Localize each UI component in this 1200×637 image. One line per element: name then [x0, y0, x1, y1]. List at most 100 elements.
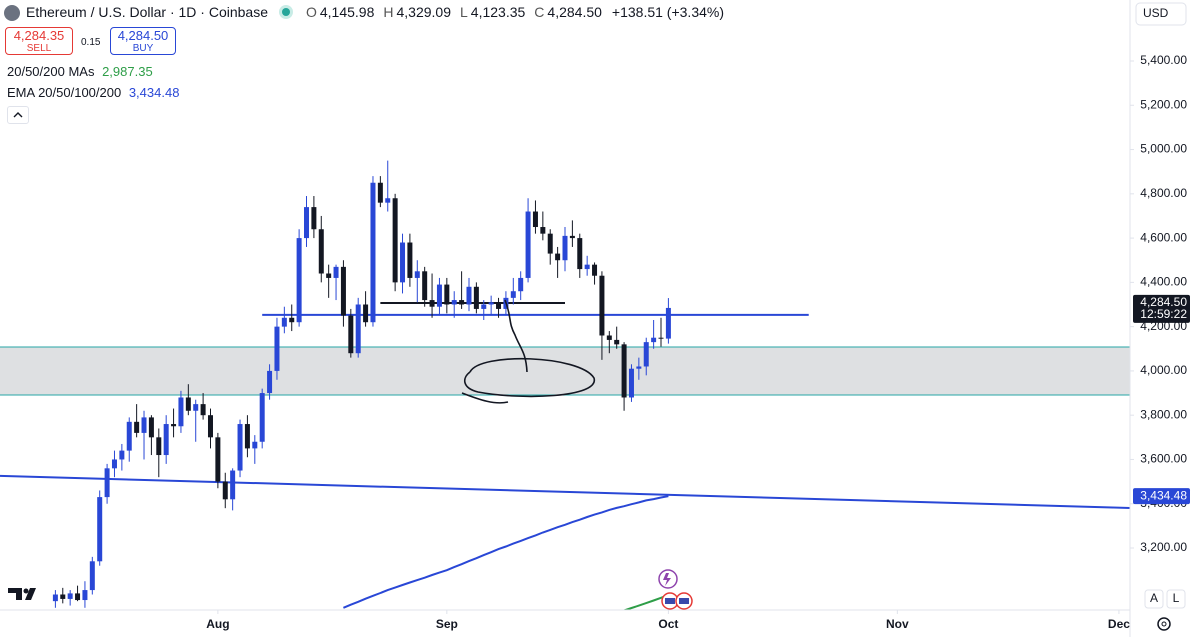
candle-body	[126, 421, 132, 451]
hand-drawn-circle	[461, 357, 595, 404]
candle-body	[75, 593, 81, 601]
candle-body	[525, 211, 531, 278]
candle-body	[230, 470, 236, 500]
eth-icon	[4, 5, 20, 21]
candle-body	[643, 342, 649, 367]
y-tick-label: 3,800.00	[1140, 407, 1187, 421]
symbol-title[interactable]: Ethereum / U.S. Dollar · 1D · Coinbase	[26, 4, 268, 20]
candle-body	[577, 238, 583, 270]
candle-body	[156, 437, 162, 456]
candle-body	[540, 227, 546, 234]
x-tick-label: Nov	[886, 617, 909, 631]
buy-label: BUY	[132, 43, 154, 54]
candle-body	[363, 304, 369, 323]
legend-value: 3,434.48	[128, 85, 180, 100]
candle-body	[111, 459, 117, 469]
candle-body	[614, 339, 620, 345]
candle-body	[134, 421, 140, 433]
price-zone	[0, 347, 1130, 396]
candle-body	[193, 404, 199, 411]
candle-body	[562, 235, 568, 261]
candle-body	[414, 271, 420, 278]
candle-body	[510, 291, 516, 298]
legend-ma: 20/50/200 MAs 2,987.35	[7, 64, 153, 79]
y-tick-label: 4,000.00	[1140, 363, 1187, 377]
candle-body	[466, 286, 472, 305]
ohlc-label: C	[534, 4, 545, 20]
candle-body	[52, 594, 58, 602]
legend-value: 2,987.35	[102, 64, 153, 79]
last-price: 4,284.50	[1140, 295, 1187, 309]
candle-body	[215, 437, 221, 482]
currency-button[interactable]	[1135, 2, 1187, 26]
sell-button[interactable]: 4,284.35 SELL	[5, 27, 73, 55]
candle-body	[606, 335, 612, 340]
candle-body	[207, 415, 213, 438]
candle-body	[532, 211, 538, 228]
currency[interactable]: USD	[1143, 6, 1169, 20]
candle-body	[97, 497, 103, 562]
log-scale-button[interactable]	[1166, 589, 1186, 609]
indicator-line	[343, 495, 669, 609]
candle-body	[400, 242, 406, 283]
y-tick-label: 3,200.00	[1140, 540, 1187, 554]
header: Ethereum / U.S. Dollar · 1D · Coinbase O…	[26, 4, 724, 20]
x-tick-label: Sep	[436, 617, 458, 631]
y-tick-label: 3,600.00	[1140, 452, 1187, 466]
settings-icon[interactable]	[1157, 617, 1171, 631]
candle-body	[651, 337, 657, 343]
ohlc-label: H	[383, 4, 394, 20]
candle-body	[244, 424, 250, 449]
candle-body	[370, 182, 376, 323]
candle-body	[636, 366, 642, 369]
ohlc-value: 4,123.35	[470, 4, 526, 20]
log-scale[interactable]: L	[1173, 591, 1180, 605]
ohlc: O 4,145.98 H 4,329.09 L 4,123.35 C 4,284.50	[300, 4, 602, 20]
candle-body	[318, 229, 324, 274]
y-tick-label: 4,800.00	[1140, 186, 1187, 200]
buy-button[interactable]: 4,284.50 BUY	[110, 27, 176, 55]
auto-scale-button[interactable]	[1144, 589, 1164, 609]
ohlc-label: O	[305, 4, 317, 20]
candle-body	[82, 590, 88, 601]
candle-body	[311, 207, 317, 230]
candle-body	[326, 273, 332, 278]
ohlc-label: L	[460, 4, 468, 20]
candle-body	[444, 284, 450, 305]
candle-body	[451, 300, 457, 305]
candle-body	[584, 264, 590, 270]
auto-scale[interactable]: A	[1150, 591, 1158, 605]
candle-body	[281, 317, 287, 327]
y-tick-label: 4,600.00	[1140, 230, 1187, 244]
candle-body	[407, 242, 413, 278]
indicator-line	[623, 594, 669, 610]
candle-body	[547, 233, 553, 254]
axes: 3,200.003,400.003,600.003,800.004,000.00…	[206, 53, 1190, 631]
candle-body	[473, 286, 479, 309]
y-tick-label: 5,200.00	[1140, 97, 1187, 111]
candle-body	[658, 337, 664, 339]
status-dot	[281, 8, 290, 16]
sell-price: 4,284.35	[13, 28, 65, 43]
tv-logo	[8, 588, 36, 600]
candle-body	[289, 317, 295, 323]
spread: 0.15	[81, 37, 101, 48]
candle-body	[222, 481, 228, 500]
collapse-button[interactable]	[7, 106, 29, 124]
legend-ema: EMA 20/50/100/200 3,434.48	[7, 85, 179, 100]
sell-label: SELL	[26, 43, 52, 54]
candle-body	[385, 198, 391, 203]
candle-body	[348, 315, 354, 354]
event-icons[interactable]	[658, 569, 693, 610]
candle-body	[459, 300, 465, 305]
plot-area	[0, 160, 1130, 610]
ohlc-value: 4,329.09	[396, 4, 452, 20]
y-tick-label: 5,400.00	[1140, 53, 1187, 67]
candle-body	[481, 304, 487, 309]
candle-body	[422, 271, 428, 301]
candle-body	[621, 344, 627, 398]
candle-body	[89, 561, 95, 591]
x-tick-label: Dec	[1108, 617, 1130, 631]
